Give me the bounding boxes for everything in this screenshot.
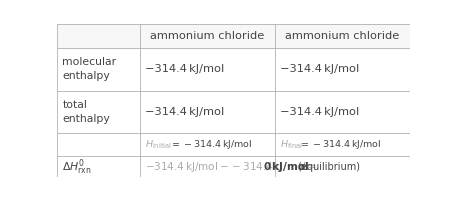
Text: $\Delta H^0_{\rm rxn}$: $\Delta H^0_{\rm rxn}$ xyxy=(62,157,92,177)
Text: $\mathbf{0\,kJ/mol}$: $\mathbf{0\,kJ/mol}$ xyxy=(263,160,309,174)
Text: $= -314.4\,\mathregular{kJ/mol}$: $= -314.4\,\mathregular{kJ/mol}$ xyxy=(298,138,381,151)
Text: $= -314.4\,\mathregular{kJ/mol}$: $= -314.4\,\mathregular{kJ/mol}$ xyxy=(170,138,253,151)
Text: molecular
enthalpy: molecular enthalpy xyxy=(62,57,116,81)
Text: ammonium chloride: ammonium chloride xyxy=(150,31,264,41)
Text: $H_{\rm final}$: $H_{\rm final}$ xyxy=(280,139,303,151)
Text: −314.4 kJ/mol: −314.4 kJ/mol xyxy=(280,64,359,74)
Polygon shape xyxy=(57,24,410,48)
Text: ammonium chloride: ammonium chloride xyxy=(285,31,399,41)
Text: $-314.4\,\mathregular{kJ/mol} - -314.4\,\mathregular{kJ/mol} = $: $-314.4\,\mathregular{kJ/mol} - -314.4\,… xyxy=(145,160,318,174)
Text: −314.4 kJ/mol: −314.4 kJ/mol xyxy=(145,107,224,117)
Text: −314.4 kJ/mol: −314.4 kJ/mol xyxy=(280,107,359,117)
Text: −314.4 kJ/mol: −314.4 kJ/mol xyxy=(145,64,224,74)
Text: $H_{\rm initial}$: $H_{\rm initial}$ xyxy=(145,139,172,151)
Text: total
enthalpy: total enthalpy xyxy=(62,100,110,124)
Text: (equilibrium): (equilibrium) xyxy=(297,162,360,172)
